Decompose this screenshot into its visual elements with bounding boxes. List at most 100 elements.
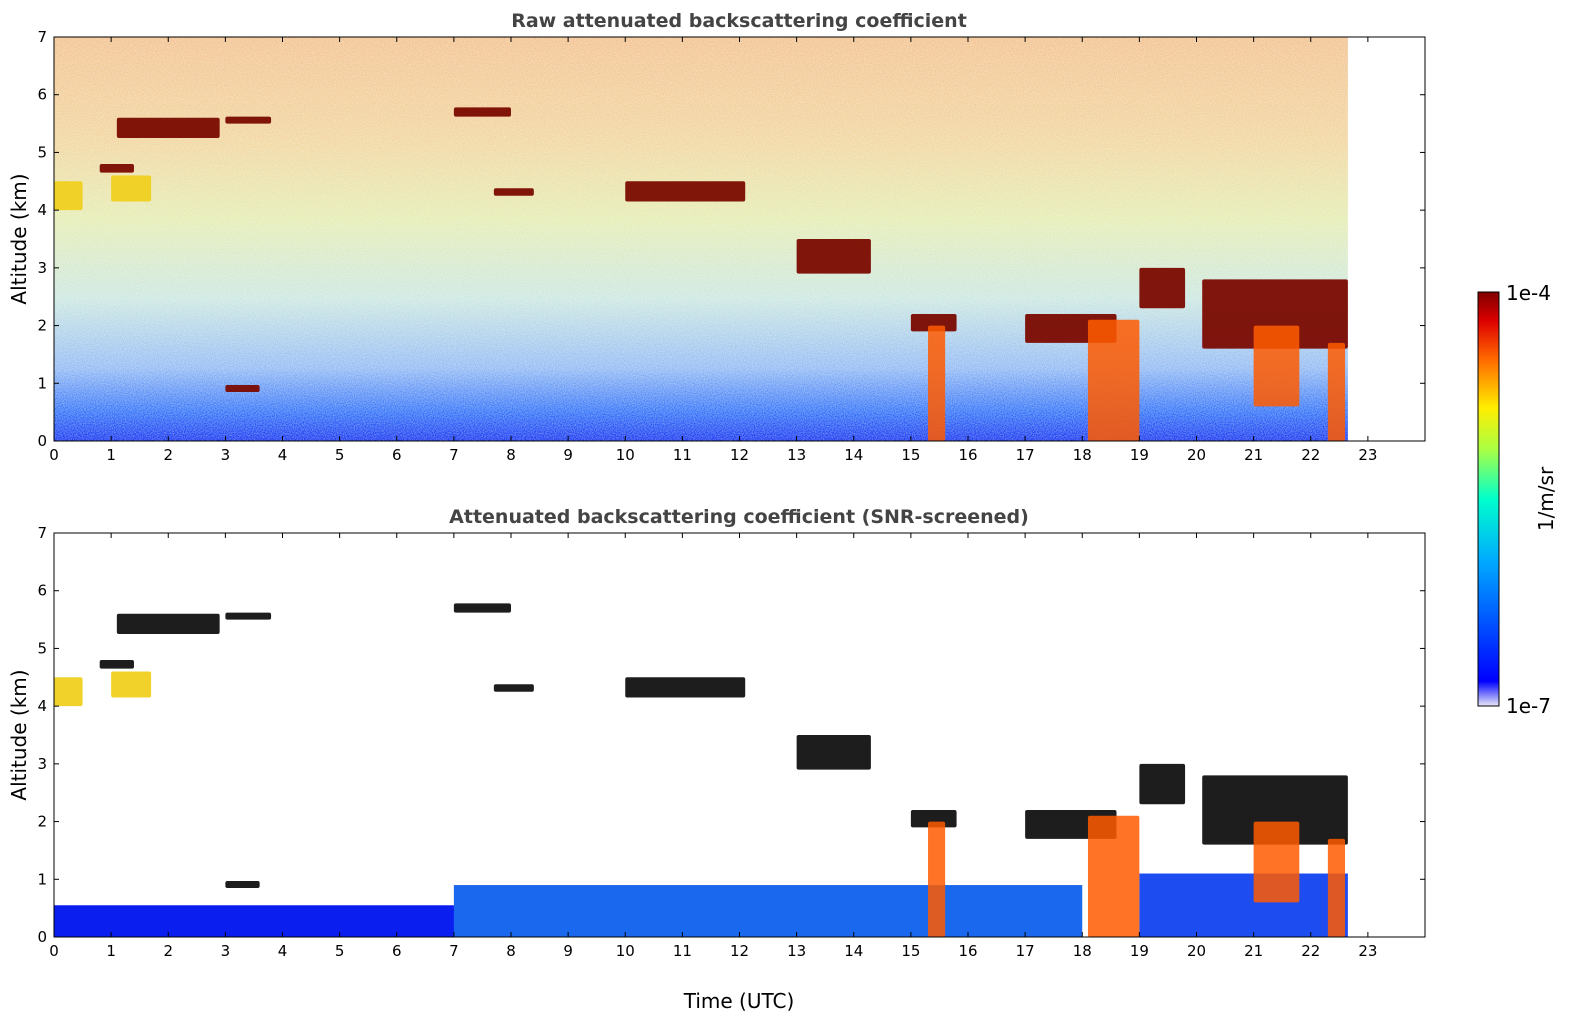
colorbar-min-label: 1e-7 [1506,694,1551,718]
x-tick-label: 18 [1073,446,1092,464]
y-tick-label: 1 [37,870,47,888]
screened-plot-area [54,603,1348,937]
y-tick-label: 4 [37,201,47,219]
x-tick-label: 14 [844,446,863,464]
colorbar-gradient [1477,291,1500,707]
x-tick-label: 0 [49,446,59,464]
feature-precip-17 [1253,821,1300,903]
feature-cloud-3 [99,163,134,173]
y-tick-label: 3 [37,755,47,773]
x-tick-label: 20 [1187,446,1206,464]
screened-axes: 0 1 2 3 4 5 6 7 8 9 10 11 12 13 14 15 16 17 18 19 20 21 22 2301… [37,524,1426,960]
feature-cloud-12 [1139,267,1186,309]
y-tick-label: 5 [37,639,47,657]
feature-cloud-13 [1202,279,1348,349]
x-tick-label: 11 [673,446,692,464]
feature-aerosol-5 [54,181,83,211]
x-tick-label: 18 [1073,942,1092,960]
feature-cloud-0 [116,117,220,138]
feature-precip-14 [928,821,946,937]
boundary-layer-late [1139,873,1348,937]
feature-cloud-7 [625,677,746,698]
feature-cloud-8 [225,881,260,888]
y-tick-label: 7 [37,28,47,46]
feature-cloud-6 [493,188,534,196]
feature-precip-15 [1087,319,1140,441]
feature-aerosol-4 [111,175,152,202]
feature-cloud-9 [796,239,871,274]
x-tick-label: 15 [901,446,920,464]
raw-y-axis-label: Altitude (km) [7,173,31,304]
x-tick-label: 20 [1187,942,1206,960]
x-tick-label: 13 [787,446,806,464]
x-tick-label: 2 [163,446,173,464]
feature-cloud-10 [910,314,957,332]
feature-cloud-12 [1139,763,1186,805]
x-tick-label: 5 [335,446,345,464]
feature-precip-16 [1327,838,1346,937]
feature-precip-15 [1087,815,1140,937]
feature-cloud-0 [116,613,220,634]
x-tick-label: 1 [106,942,116,960]
x-tick-label: 9 [563,446,573,464]
x-tick-label: 23 [1358,446,1377,464]
x-tick-label: 9 [563,942,573,960]
x-tick-label: 12 [730,446,749,464]
noise-speckle [54,37,1348,441]
y-tick-label: 7 [37,524,47,542]
x-tick-label: 13 [787,942,806,960]
y-tick-label: 4 [37,697,47,715]
x-tick-label: 7 [449,942,459,960]
x-tick-label: 17 [1016,942,1035,960]
screened-backscatter-panel: Attenuated backscattering coefficient (S… [7,506,1426,1013]
x-tick-label: 8 [506,942,516,960]
x-tick-label: 10 [616,942,635,960]
x-tick-label: 4 [278,942,288,960]
x-tick-label: 22 [1301,446,1320,464]
x-tick-label: 22 [1301,942,1320,960]
colorbar-unit-label: 1/m/sr [1534,466,1558,531]
colorbar: 1e-4 1e-7 1/m/sr [1477,281,1558,718]
x-tick-label: 5 [335,942,345,960]
feature-cloud-3 [99,659,134,669]
x-tick-label: 19 [1130,942,1149,960]
feature-cloud-6 [493,684,534,692]
feature-cloud-13 [1202,775,1348,845]
x-tick-label: 11 [673,942,692,960]
x-tick-label: 7 [449,446,459,464]
x-tick-label: 6 [392,446,402,464]
feature-precip-14 [928,325,946,441]
feature-cloud-1 [225,116,272,124]
y-tick-label: 3 [37,259,47,277]
panel-title-raw: Raw attenuated backscattering coefficien… [511,10,967,32]
x-tick-label: 4 [278,446,288,464]
x-tick-label: 3 [221,446,231,464]
y-tick-label: 0 [37,928,47,946]
x-tick-label: 23 [1358,942,1377,960]
x-tick-label: 0 [49,942,59,960]
feature-precip-16 [1327,342,1346,441]
x-tick-label: 3 [221,942,231,960]
x-tick-label: 16 [958,446,977,464]
raw-axes: 0 1 2 3 4 5 6 7 8 9 10 11 12 13 14 15 16 17 18 19 20 21 22 2301… [37,28,1426,464]
raw-plot-area [54,37,1348,441]
x-tick-label: 15 [901,942,920,960]
x-tick-label: 12 [730,942,749,960]
x-tick-label: 21 [1244,446,1263,464]
y-tick-label: 1 [37,374,47,392]
x-tick-label: 1 [106,446,116,464]
feature-aerosol-5 [54,677,83,707]
panel-title-screened: Attenuated backscattering coefficient (S… [449,506,1029,528]
x-axis-label: Time (UTC) [683,989,795,1013]
x-tick-label: 6 [392,942,402,960]
colorbar-max-label: 1e-4 [1506,281,1551,305]
feature-cloud-7 [625,181,746,202]
raw-backscatter-panel: Raw attenuated backscattering coefficien… [7,10,1426,464]
y-tick-label: 2 [37,317,47,335]
feature-cloud-10 [910,810,957,828]
x-tick-label: 8 [506,446,516,464]
screened-y-axis-label: Altitude (km) [7,669,31,800]
y-tick-label: 2 [37,813,47,831]
x-tick-label: 10 [616,446,635,464]
